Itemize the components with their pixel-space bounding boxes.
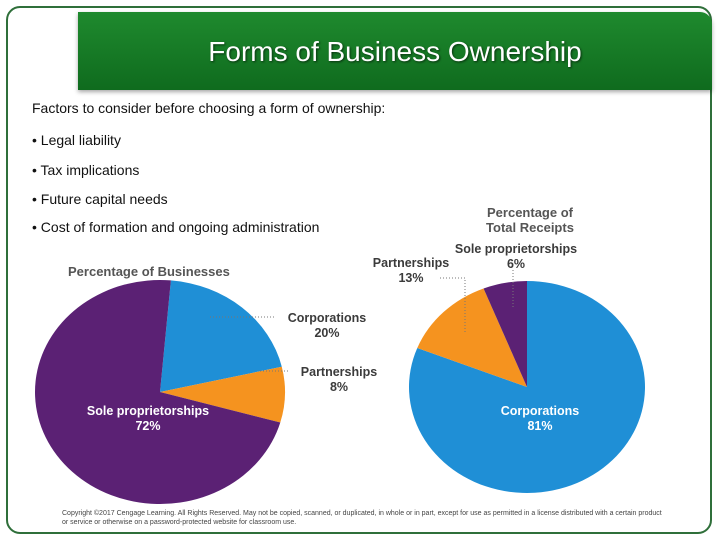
- chart2-title-line: Percentage of: [487, 205, 573, 220]
- slice-pct: 20%: [314, 326, 340, 340]
- pie-receipts: [408, 281, 645, 494]
- pie-slice-sole-proprietorships: [483, 281, 527, 387]
- pie-slice-partnerships: [160, 366, 285, 423]
- intro-text: Factors to consider before choosing a fo…: [32, 100, 386, 116]
- chart2-title-line: Total Receipts: [486, 220, 574, 235]
- chart2-label-sole: Sole proprietorships 6%: [438, 242, 594, 272]
- slice-label: Corporations: [500, 404, 580, 418]
- title-bar: Forms of Business Ownership: [78, 12, 712, 90]
- leader-lines: [210, 270, 514, 372]
- slice-pct: 13%: [398, 271, 424, 285]
- slide-title: Forms of Business Ownership: [208, 36, 582, 67]
- bullet-item: • Legal liability: [32, 132, 121, 148]
- chart2-label-corporations: Corporations 81%: [480, 404, 600, 434]
- slice-pct: 6%: [506, 257, 526, 271]
- bullet-item: • Tax implications: [32, 162, 140, 178]
- pie-slice-corporations: [408, 281, 645, 494]
- bullet-item: • Cost of formation and ongoing administ…: [32, 219, 320, 235]
- slice-label: Partnerships: [300, 365, 378, 379]
- bullet-item: • Future capital needs: [32, 191, 168, 207]
- leader-line: [440, 277, 466, 333]
- slide-frame: [6, 6, 712, 534]
- slice-label: Partnerships: [372, 256, 450, 270]
- chart2-label-partnerships: Partnerships 13%: [358, 256, 464, 286]
- slice-pct: 72%: [135, 419, 161, 433]
- slice-pct: 8%: [329, 380, 349, 394]
- copyright-notice: Copyright ©2017 Cengage Learning. All Ri…: [62, 510, 662, 526]
- slice-label: Sole proprietorships: [454, 242, 578, 256]
- pie-slice-partnerships: [417, 288, 527, 387]
- chart1-label-sole: Sole proprietorships 72%: [66, 404, 230, 434]
- pie-slice-corporations: [160, 280, 282, 392]
- slice-label: Sole proprietorships: [86, 404, 210, 418]
- pie-slice-sole-proprietorships: [35, 280, 281, 504]
- chart1-label-corporations: Corporations 20%: [268, 311, 386, 341]
- slice-pct: 81%: [527, 419, 553, 433]
- pie-businesses: [35, 280, 285, 504]
- chart2-title: Percentage of Total Receipts: [470, 205, 590, 235]
- chart1-title: Percentage of Businesses: [68, 264, 230, 279]
- slice-label: Corporations: [287, 311, 367, 325]
- chart1-label-partnerships: Partnerships 8%: [280, 365, 398, 395]
